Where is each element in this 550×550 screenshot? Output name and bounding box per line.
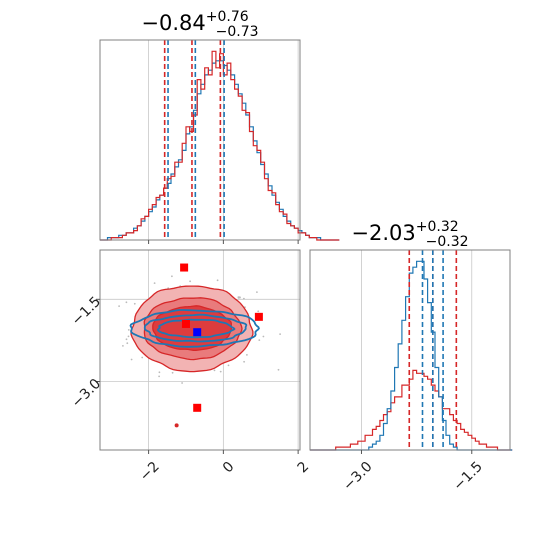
tick-marks xyxy=(148,240,299,244)
scatter-point xyxy=(133,302,136,305)
quantile-lines xyxy=(408,250,458,450)
scatter-point xyxy=(277,368,280,371)
histogram-line xyxy=(100,60,340,241)
scatter-point xyxy=(239,296,241,299)
scatter-point xyxy=(279,333,281,335)
scatter-point xyxy=(171,275,173,278)
scatter-point xyxy=(243,360,246,363)
scatter-point xyxy=(125,338,128,341)
tick-labels: −3.0 −1.5 xyxy=(340,459,486,494)
scatter-point xyxy=(125,301,128,304)
scatter-point xyxy=(130,358,133,361)
histogram-panel-2: −3.0 −1.5 −2.03+0.32 −0.32 xyxy=(309,219,513,494)
blue-contour xyxy=(156,318,236,339)
scatter-point xyxy=(262,335,265,338)
x-tick-label: 2 xyxy=(295,459,313,477)
point-markers xyxy=(174,263,263,428)
scatter-point xyxy=(237,296,240,299)
scatter-point xyxy=(258,339,261,341)
square-marker xyxy=(193,403,202,412)
histogram-panel-1: −0.84+0.76 −0.73 xyxy=(99,9,340,244)
axes-frame xyxy=(99,249,301,451)
panel-title: −2.03+0.32 −0.32 xyxy=(351,219,468,250)
scatter-point xyxy=(141,356,144,359)
scatter-point xyxy=(127,329,130,331)
axes-frame xyxy=(309,249,511,451)
scatter-point xyxy=(216,279,219,282)
scatter-point xyxy=(118,305,120,307)
scatter-point xyxy=(153,282,156,284)
quantile-lines xyxy=(163,40,225,240)
panel-title: −0.84+0.76 −0.73 xyxy=(141,9,258,40)
x-tick-label: −2 xyxy=(137,459,163,485)
tick-marks xyxy=(360,450,473,454)
scatter-point xyxy=(122,345,124,347)
scatter-point xyxy=(243,297,245,300)
scatter-point xyxy=(219,370,222,373)
scatter-point xyxy=(171,371,174,374)
x-tick-label: −1.5 xyxy=(451,459,486,494)
square-marker xyxy=(180,263,189,272)
x-tick-label: −3.0 xyxy=(340,459,375,494)
blue-contour xyxy=(143,313,248,343)
histogram-line xyxy=(310,260,513,451)
square-marker xyxy=(193,328,202,337)
square-marker xyxy=(254,312,263,321)
axes-frame xyxy=(99,39,301,241)
scatter-point xyxy=(181,382,184,384)
histogram-line xyxy=(310,369,513,451)
square-marker xyxy=(181,319,190,328)
red-contour xyxy=(152,305,232,351)
scatter-point xyxy=(246,354,248,356)
blue-contour xyxy=(129,309,260,348)
scatter-point xyxy=(257,310,260,313)
histogram-series xyxy=(310,260,513,451)
scatter-point xyxy=(189,280,192,283)
grid-lines xyxy=(361,250,473,450)
blue-contour-lines xyxy=(129,309,260,348)
scatter-point xyxy=(213,369,216,372)
contour-panel: −2 0 2−1.5−3.0 xyxy=(69,249,313,485)
scatter-point xyxy=(158,375,161,378)
scatter-point xyxy=(126,342,129,345)
scatter-point xyxy=(227,364,230,367)
scatter-point xyxy=(158,371,161,374)
dot-marker xyxy=(174,423,179,428)
x-tick-label: 0 xyxy=(220,459,238,477)
scatter-point xyxy=(256,291,258,293)
scatter-point xyxy=(127,335,130,338)
tick-marks xyxy=(96,298,299,454)
